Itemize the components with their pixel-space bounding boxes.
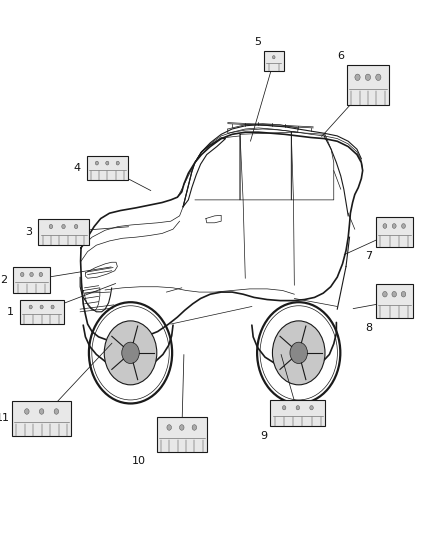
Circle shape	[272, 321, 325, 385]
FancyBboxPatch shape	[38, 219, 88, 245]
Text: 9: 9	[260, 431, 268, 441]
Text: 1: 1	[7, 307, 14, 317]
Text: 3: 3	[25, 227, 32, 237]
Circle shape	[376, 74, 381, 80]
Circle shape	[49, 224, 53, 229]
Circle shape	[40, 305, 43, 309]
Circle shape	[296, 406, 300, 410]
FancyBboxPatch shape	[347, 66, 389, 106]
Circle shape	[62, 224, 65, 229]
Circle shape	[29, 305, 32, 309]
FancyBboxPatch shape	[20, 300, 64, 324]
Circle shape	[167, 425, 171, 430]
Circle shape	[192, 425, 197, 430]
FancyBboxPatch shape	[156, 417, 207, 452]
Circle shape	[392, 292, 396, 297]
Circle shape	[355, 74, 360, 80]
FancyBboxPatch shape	[376, 217, 413, 246]
Circle shape	[290, 342, 307, 364]
Circle shape	[39, 272, 42, 277]
Circle shape	[21, 272, 24, 277]
Circle shape	[310, 406, 313, 410]
Circle shape	[383, 292, 387, 297]
Circle shape	[104, 321, 157, 385]
Text: 4: 4	[73, 163, 81, 173]
Text: 10: 10	[132, 456, 146, 466]
Circle shape	[116, 161, 119, 165]
Circle shape	[392, 224, 396, 228]
Circle shape	[383, 224, 387, 228]
Circle shape	[365, 74, 371, 80]
Circle shape	[402, 224, 406, 228]
Circle shape	[54, 409, 59, 414]
Text: 2: 2	[0, 275, 7, 285]
FancyBboxPatch shape	[12, 401, 71, 436]
Circle shape	[95, 161, 99, 165]
Circle shape	[401, 292, 406, 297]
Text: 11: 11	[0, 414, 9, 423]
Text: 6: 6	[337, 51, 344, 61]
Text: 7: 7	[365, 251, 373, 261]
Circle shape	[106, 161, 109, 165]
FancyBboxPatch shape	[271, 400, 325, 426]
Text: 5: 5	[254, 37, 261, 46]
Circle shape	[51, 305, 54, 309]
Circle shape	[283, 406, 286, 410]
FancyBboxPatch shape	[13, 266, 50, 293]
Circle shape	[39, 409, 44, 414]
Circle shape	[30, 272, 33, 277]
FancyBboxPatch shape	[264, 51, 284, 71]
Circle shape	[122, 342, 139, 364]
Text: 8: 8	[365, 323, 373, 333]
Circle shape	[180, 425, 184, 430]
FancyBboxPatch shape	[87, 156, 128, 180]
FancyBboxPatch shape	[376, 284, 413, 319]
Circle shape	[25, 409, 29, 414]
Circle shape	[272, 55, 275, 59]
Circle shape	[74, 224, 78, 229]
